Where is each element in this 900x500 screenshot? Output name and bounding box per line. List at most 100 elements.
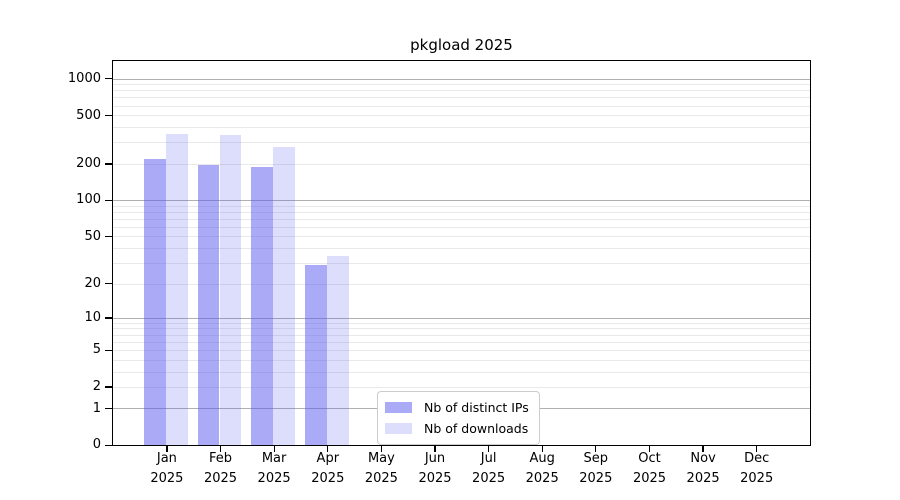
y-tick-mark xyxy=(105,199,113,202)
y-tick-label: 20 xyxy=(84,275,101,291)
y-tick-label: 100 xyxy=(76,192,101,208)
gridline-minor xyxy=(113,84,810,85)
gridline-minor xyxy=(113,163,810,165)
gridline-minor xyxy=(113,328,810,330)
gridline-minor xyxy=(113,211,810,213)
x-tick-mark xyxy=(488,445,490,453)
x-tick-label: Aug 2025 xyxy=(510,449,574,488)
y-tick-label: 200 xyxy=(76,155,101,171)
x-tick-mark xyxy=(702,445,704,453)
gridline-minor xyxy=(113,386,810,388)
bar-distinct-ips xyxy=(305,264,327,445)
x-tick-year: 2025 xyxy=(525,470,559,486)
x-tick-label: May 2025 xyxy=(349,449,413,488)
x-tick-mark xyxy=(434,445,436,453)
gridline-minor xyxy=(113,226,810,228)
gridline-minor xyxy=(113,127,810,128)
x-tick-month: May xyxy=(367,451,395,466)
x-tick-year: 2025 xyxy=(203,470,238,486)
gridline-minor xyxy=(113,218,810,220)
x-tick-year: 2025 xyxy=(257,470,291,486)
y-tick-label: 1 xyxy=(92,400,101,416)
plot-area: Nb of distinct IPs Nb of downloads xyxy=(112,60,811,446)
gridline-minor xyxy=(113,371,810,373)
x-tick-month: Nov xyxy=(690,451,716,466)
x-tick-month: Apr xyxy=(316,451,340,466)
bar-downloads xyxy=(166,134,188,445)
x-tick-label: Sep 2025 xyxy=(564,449,628,488)
x-tick-mark xyxy=(595,445,597,453)
y-tick-label: 0 xyxy=(92,437,101,453)
gridline-minor xyxy=(113,115,810,117)
x-tick-label: Feb 2025 xyxy=(189,449,253,488)
x-tick-month: Dec xyxy=(744,451,770,466)
legend-swatch-downloads xyxy=(385,423,412,434)
x-tick-label: Jul 2025 xyxy=(457,449,521,488)
x-tick-year: 2025 xyxy=(579,470,613,486)
y-tick-mark xyxy=(105,236,113,238)
bar-downloads xyxy=(327,256,349,445)
gridline-minor xyxy=(113,341,810,343)
legend-swatch-distinct-ips xyxy=(385,402,412,413)
x-tick-year: 2025 xyxy=(364,470,398,486)
y-tick-label: 500 xyxy=(76,107,101,123)
x-tick-year: 2025 xyxy=(311,470,345,486)
gridline-minor xyxy=(113,359,810,361)
gridline-minor xyxy=(113,248,810,249)
y-tick-label: 2 xyxy=(92,379,101,394)
gridline-major xyxy=(113,78,810,80)
x-tick-mark xyxy=(541,445,543,453)
y-tick-mark xyxy=(105,317,113,319)
y-tick-mark xyxy=(105,386,113,388)
x-tick-month: Jul xyxy=(480,451,497,466)
gridline-major xyxy=(113,200,810,202)
bar-downloads xyxy=(273,147,295,445)
x-tick-label: Mar 2025 xyxy=(242,449,306,488)
y-tick-label: 1000 xyxy=(67,70,101,86)
x-tick-month: Feb xyxy=(208,451,233,466)
legend-item-downloads: Nb of downloads xyxy=(385,418,529,439)
y-tick-mark xyxy=(105,283,113,285)
x-tick-year: 2025 xyxy=(418,470,452,486)
chart-title: pkgload 2025 xyxy=(410,36,513,54)
bar-distinct-ips xyxy=(144,159,166,445)
y-tick-mark xyxy=(105,407,113,410)
x-tick-mark xyxy=(273,445,275,453)
x-tick-mark xyxy=(756,445,758,453)
gridline-major xyxy=(113,317,810,319)
x-tick-label: Jun 2025 xyxy=(403,449,467,488)
x-tick-year: 2025 xyxy=(632,470,667,486)
gridline-minor xyxy=(113,205,810,207)
y-tick-mark xyxy=(105,78,113,80)
gridline-minor xyxy=(113,262,810,264)
gridline-minor xyxy=(113,236,810,238)
y-tick-label: 50 xyxy=(84,228,101,244)
y-tick-mark xyxy=(105,114,113,117)
x-tick-year: 2025 xyxy=(686,470,720,486)
x-tick-month: Oct xyxy=(638,451,661,466)
x-tick-label: Oct 2025 xyxy=(618,449,682,488)
x-tick-mark xyxy=(166,445,168,453)
y-tick-label: 5 xyxy=(92,342,101,358)
gridline-minor xyxy=(113,283,810,285)
gridline-minor xyxy=(113,322,810,324)
bar-distinct-ips xyxy=(251,166,273,445)
x-tick-month: Mar xyxy=(261,451,287,466)
x-tick-label: Apr 2025 xyxy=(296,449,360,488)
x-tick-month: Jun xyxy=(424,451,446,466)
x-tick-month: Jan xyxy=(156,451,177,466)
legend-label-downloads: Nb of downloads xyxy=(424,421,529,436)
bar-downloads xyxy=(219,135,242,445)
y-tick-mark xyxy=(105,444,113,446)
gridline-minor xyxy=(113,334,810,336)
x-tick-mark xyxy=(327,445,329,453)
legend-item-distinct-ips: Nb of distinct IPs xyxy=(385,397,529,418)
x-tick-year: 2025 xyxy=(740,470,774,486)
x-tick-year: 2025 xyxy=(150,470,184,486)
x-tick-mark xyxy=(380,445,382,453)
y-tick-mark xyxy=(105,163,113,165)
bar-distinct-ips xyxy=(197,165,220,445)
y-tick-mark xyxy=(105,349,113,351)
x-tick-label: Dec 2025 xyxy=(725,449,789,488)
